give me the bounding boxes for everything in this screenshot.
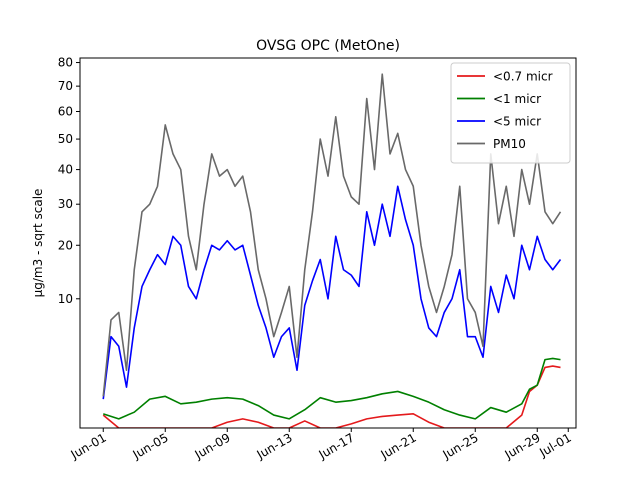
series-layer [102,73,562,428]
y-tick-label: 80 [58,56,73,70]
y-tick-label: 30 [58,197,73,211]
y-axis: 10 20 30 40 50 60 70 80 [58,56,80,306]
legend-label: <1 micr [493,92,541,106]
y-axis-label: µg/m3 - sqrt scale [31,189,45,298]
legend-box [450,62,571,164]
legend-label: PM10 [493,137,526,151]
y-tick-label: 20 [58,238,73,252]
y-tick-label: 10 [58,292,73,306]
legend: <0.7 micr <1 micr <5 micr PM10 [450,62,571,164]
series-line-1 [103,357,561,420]
y-tick-label: 60 [58,105,73,119]
legend-label: <0.7 micr [493,70,553,84]
y-tick-label: 70 [58,79,73,93]
series-line-3 [102,73,562,397]
plot-frame [79,57,577,429]
series-line-2 [102,185,562,400]
y-tick-label: 40 [58,163,73,177]
series-line-0 [102,365,561,428]
y-tick-label: 50 [58,132,73,146]
chart-title: OVSG OPC (MetOne) [256,38,400,54]
legend-label: <5 micr [493,115,541,129]
